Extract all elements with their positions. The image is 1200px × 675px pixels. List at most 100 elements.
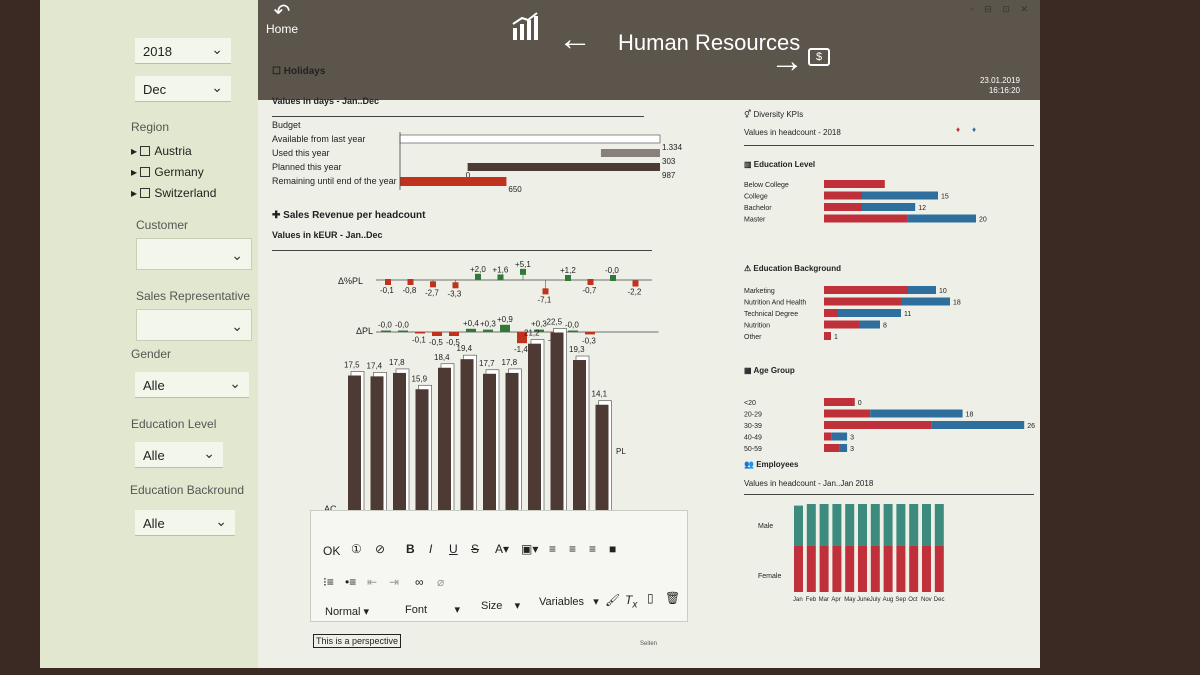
sales-rep-label: Sales Representative — [136, 289, 251, 303]
male-bar — [931, 421, 1025, 429]
region-item-germany[interactable]: ▸ Germany — [131, 165, 204, 179]
month-label: Sep — [895, 597, 906, 603]
category-label: 50-59 — [744, 446, 762, 453]
holiday-row-label: Used this year — [272, 148, 330, 158]
ac-bar — [595, 404, 609, 526]
male-bar — [862, 203, 916, 211]
revenue-subtitle: Values in kEUR - Jan..Dec — [272, 230, 383, 240]
checkbox-icon[interactable] — [140, 188, 151, 198]
dpl-pct-value: -0,7 — [583, 286, 597, 295]
dpl-pct-marker — [632, 280, 639, 287]
gender-label: Gender — [131, 347, 172, 361]
dpl-bar — [483, 329, 493, 332]
dpl-pct-marker — [497, 274, 504, 281]
region-item-switzerland[interactable]: ▸ Switzerland — [131, 186, 217, 200]
number-icon[interactable]: ① — [351, 542, 362, 556]
chevron-down-icon: ⌄ — [211, 79, 223, 95]
male-column — [883, 504, 893, 546]
checkbox-icon[interactable] — [140, 167, 151, 177]
month-select[interactable]: Dec ⌄ — [135, 76, 231, 102]
year-select[interactable]: 2018 ⌄ — [135, 38, 231, 64]
dpl-value: +0,9 — [497, 315, 513, 324]
indent-icon[interactable]: ⇥ — [389, 575, 400, 589]
female-bar — [824, 214, 908, 223]
perspective-text[interactable]: This is a perspective — [313, 634, 402, 648]
category-label: Bachelor — [744, 205, 772, 212]
male-column — [832, 504, 842, 546]
bar-chart-icon[interactable] — [510, 12, 540, 42]
app-screen: 2018 ⌄ Dec ⌄ Region ▸ Austria ▸ Germany … — [40, 0, 1040, 668]
female-bar — [824, 432, 832, 441]
arrow-right-icon[interactable]: → — [770, 42, 804, 80]
month-label: Jan — [793, 597, 803, 603]
dpl-pct-value: +5,1 — [515, 260, 531, 269]
ac-bar — [415, 389, 429, 526]
trash-icon[interactable]: 🗑 — [665, 591, 681, 605]
checkbox-icon[interactable] — [140, 146, 151, 156]
window-controls[interactable]: ▫ ⊟ ⊡ ✕ — [970, 4, 1032, 14]
outdent-icon[interactable]: ⇤ — [367, 575, 378, 589]
female-column — [934, 545, 944, 592]
ac-bar — [460, 359, 474, 526]
male-column — [934, 504, 944, 546]
ac-value: 17,8 — [502, 358, 518, 367]
education-background-select[interactable]: Alle ⌄ — [135, 510, 235, 536]
education-level-select[interactable]: Alle ⌄ — [135, 442, 223, 468]
arrow-left-icon[interactable]: ← — [558, 20, 592, 58]
age-title: ▦ Age Group — [744, 366, 795, 375]
ac-bar — [370, 376, 384, 526]
unlink-icon[interactable]: ⌀ — [437, 575, 445, 589]
total-value: 8 — [883, 323, 887, 330]
dpl-value: +0,3 — [531, 320, 547, 329]
ac-value: 22,5 — [547, 318, 563, 327]
ac-value: 17,8 — [389, 358, 405, 367]
align-left-icon[interactable]: ≡ — [549, 542, 557, 556]
dpl-label: ΔPL — [356, 326, 373, 336]
age-chart: <20 0 20-29 18 30-39 26 40-49 3 50-59 3 — [744, 398, 1035, 453]
document-icon[interactable]: ▯ — [647, 591, 654, 605]
highlight-color-icon[interactable]: ▣▾ — [521, 542, 539, 556]
customer-select[interactable]: ⌄ — [136, 238, 252, 270]
total-value: 0 — [858, 400, 862, 407]
month-label: Apr — [831, 597, 840, 603]
female-bar — [824, 320, 859, 329]
size-select[interactable]: Size ▾ — [481, 600, 521, 612]
diversity-title: ⚥ Diversity KPIs — [744, 110, 804, 119]
variables-select[interactable]: Variables ▾ — [539, 596, 599, 608]
chevron-down-icon: ⌄ — [231, 247, 243, 263]
female-column — [845, 545, 855, 592]
italic-button[interactable]: I — [429, 542, 433, 556]
category-label: 20-29 — [744, 412, 762, 419]
font-select[interactable]: Font ▾ — [405, 604, 461, 616]
ordered-list-icon[interactable]: ⁝≡ — [323, 575, 334, 589]
bullet-list-icon[interactable]: •≡ — [345, 575, 357, 589]
ac-bar — [483, 373, 496, 526]
home-button[interactable]: ↶ Home — [266, 1, 299, 36]
money-icon[interactable]: $ — [808, 48, 830, 66]
clear-format-icon[interactable]: ⊘ — [375, 542, 386, 556]
underline-button[interactable]: U — [449, 542, 458, 556]
format-select[interactable]: Normal ▾ — [325, 606, 370, 618]
page-title: Human Resources — [618, 30, 801, 55]
strike-button[interactable]: S — [471, 542, 480, 556]
ac-value: 17,7 — [479, 359, 495, 368]
align-right-icon[interactable]: ≡ — [589, 542, 597, 556]
ac-bar — [348, 375, 361, 526]
bold-button[interactable]: B — [406, 542, 415, 556]
dpl-bar — [381, 330, 391, 332]
edu-bg-title: ⚠ Education Background — [744, 264, 841, 273]
font-color-icon[interactable]: A▾ — [495, 542, 510, 556]
link-icon[interactable]: ∞ — [415, 575, 424, 589]
clear-text-icon[interactable]: Tx — [625, 593, 638, 611]
female-column — [819, 545, 829, 592]
align-center-icon[interactable]: ≡ — [569, 542, 577, 556]
brush-icon[interactable]: 🖌 — [605, 593, 621, 607]
region-item-austria[interactable]: ▸ Austria — [131, 144, 192, 158]
ac-value: 21,2 — [524, 329, 540, 338]
ac-value: 17,5 — [344, 361, 360, 370]
male-bar — [831, 432, 848, 441]
justify-icon[interactable]: ■ — [609, 542, 617, 556]
gender-select[interactable]: Alle ⌄ — [135, 372, 249, 398]
ok-button[interactable]: OK — [323, 544, 341, 558]
sales-rep-select[interactable]: ⌄ — [136, 309, 252, 341]
